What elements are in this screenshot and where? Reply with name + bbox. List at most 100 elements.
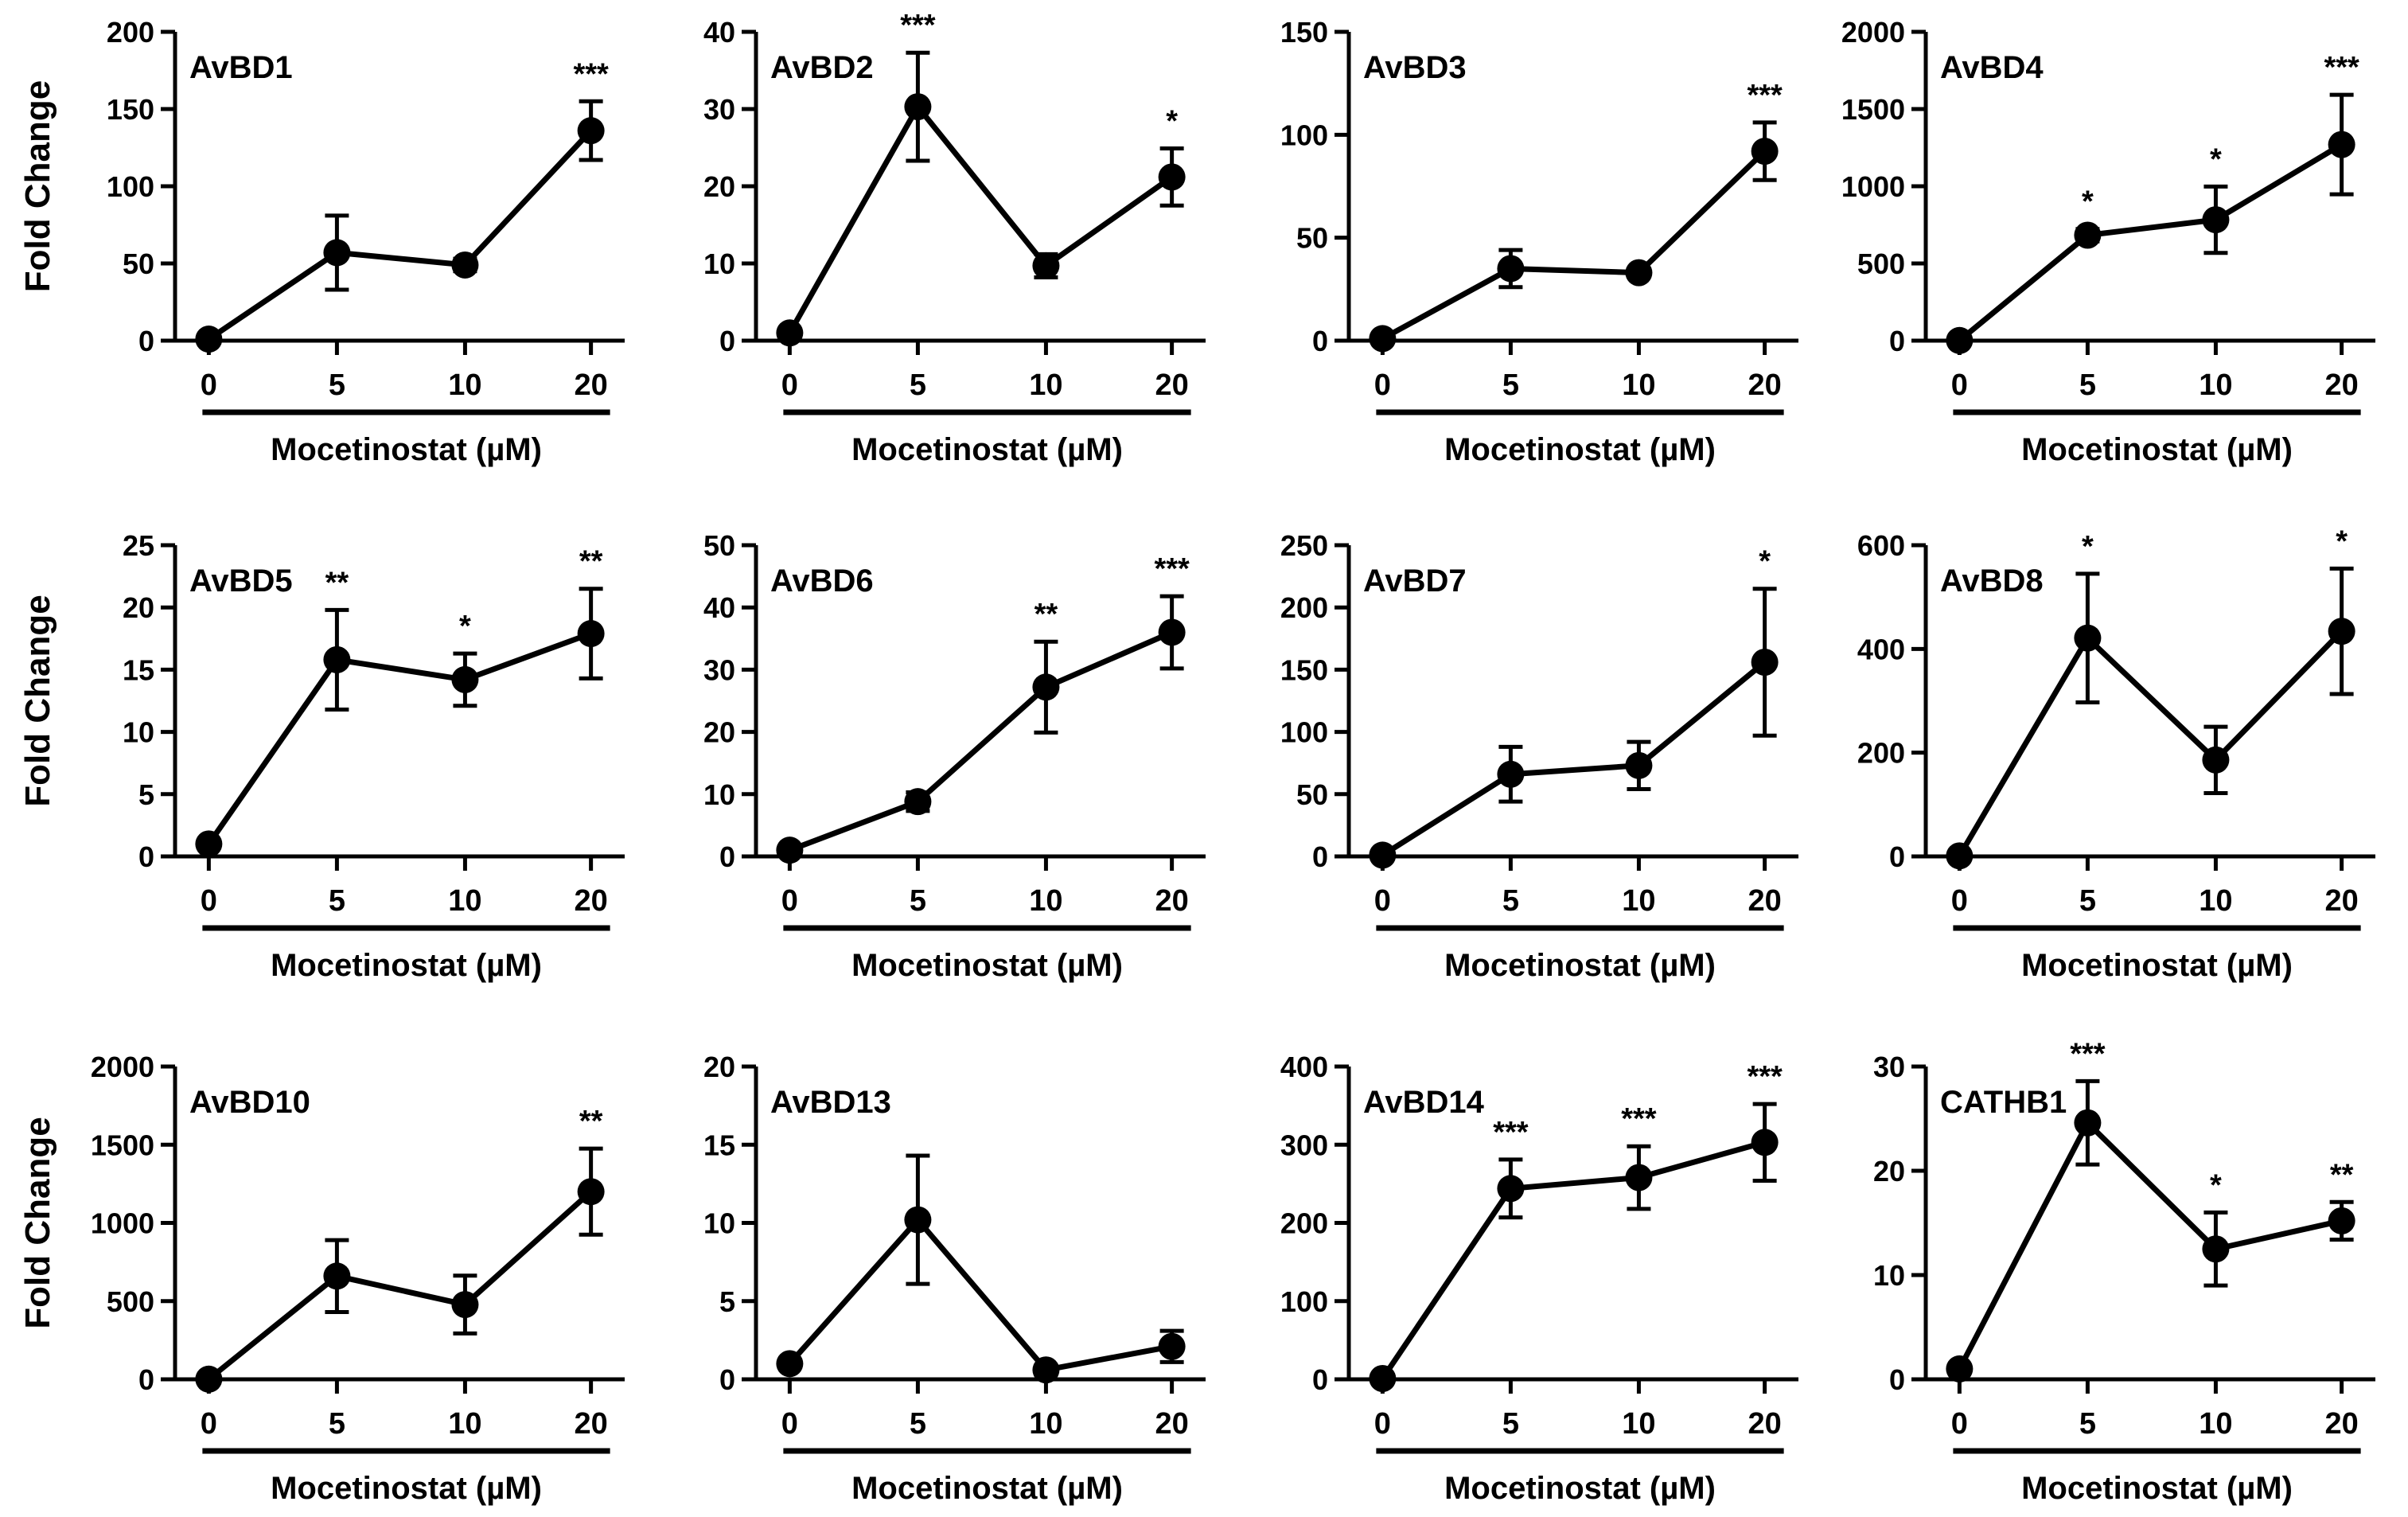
y-tick-label: 1500 xyxy=(1841,93,1905,126)
y-tick-label: 2000 xyxy=(1841,16,1905,49)
y-tick-label: 50 xyxy=(1296,222,1328,255)
series-line xyxy=(1958,142,2344,343)
y-tick-label: 150 xyxy=(107,93,154,126)
y-tick-label: 1000 xyxy=(91,1207,154,1240)
y-tick-label: 0 xyxy=(719,840,735,873)
data-point xyxy=(1946,842,1974,870)
y-tick-label: 20 xyxy=(1873,1155,1905,1187)
x-tick-label: 5 xyxy=(329,1407,345,1441)
y-tick-label: 5 xyxy=(138,778,154,811)
series-line xyxy=(1381,660,1767,858)
significance-label: * xyxy=(2082,530,2094,564)
x-tick-label: 10 xyxy=(2199,884,2232,918)
panel-title: AvBD2 xyxy=(770,50,874,85)
y-tick-label: 50 xyxy=(1296,778,1328,811)
significance-label: *** xyxy=(2070,1037,2106,1070)
data-point xyxy=(1497,255,1525,283)
y-tick-label: 0 xyxy=(138,1363,154,1396)
significance-label: *** xyxy=(1747,79,1783,112)
data-point xyxy=(577,117,605,145)
significance-label: *** xyxy=(1493,1116,1529,1149)
x-tick-label: 10 xyxy=(1029,369,1062,402)
significance-label: ** xyxy=(325,566,349,599)
y-tick-label: 30 xyxy=(703,93,735,126)
significance-label: *** xyxy=(1747,1060,1783,1094)
data-point xyxy=(195,1365,223,1393)
significance-label: * xyxy=(2336,525,2348,558)
data-point xyxy=(1369,325,1397,353)
x-tick-label: 5 xyxy=(2079,369,2096,402)
y-axis-label: Fold Change xyxy=(18,595,57,806)
series-line xyxy=(1380,1139,1766,1380)
data-point xyxy=(451,251,479,279)
y-tick-label: 1000 xyxy=(1841,170,1905,203)
y-axis-label: Fold Change xyxy=(18,80,57,292)
data-point xyxy=(1032,673,1060,701)
data-point xyxy=(2328,131,2355,158)
panel-AvBD5: 0 5 10 15 20 25 0 5 10 20 Mocetinostat (µM) Fold Ch… xyxy=(18,529,625,983)
data-point xyxy=(2328,618,2355,645)
data-point xyxy=(904,1206,932,1234)
data-point xyxy=(1369,1365,1397,1393)
y-tick-label: 5 xyxy=(719,1285,735,1318)
series-line xyxy=(1957,629,2344,858)
panel-title: AvBD13 xyxy=(770,1085,891,1120)
significance-label: * xyxy=(2210,142,2222,176)
x-axis-label: Mocetinostat (µM) xyxy=(1444,432,1716,467)
y-tick-label: 100 xyxy=(107,170,154,203)
panel-title: CATHB1 xyxy=(1940,1085,2067,1120)
data-point xyxy=(2074,1109,2102,1137)
x-tick-label: 10 xyxy=(1622,884,1655,918)
y-tick-label: 500 xyxy=(107,1285,154,1318)
x-tick-label: 0 xyxy=(1951,369,1968,402)
data-point xyxy=(2202,746,2230,774)
data-point xyxy=(1032,252,1060,279)
significance-label: * xyxy=(459,610,471,643)
x-tick-label: 5 xyxy=(329,884,345,918)
data-point xyxy=(1625,259,1653,287)
x-tick-label: 20 xyxy=(1155,1407,1188,1441)
data-point xyxy=(323,1262,351,1290)
x-tick-label: 0 xyxy=(201,884,217,918)
y-tick-label: 40 xyxy=(703,16,735,49)
y-tick-label: 30 xyxy=(703,653,735,686)
series-line xyxy=(1957,1120,2343,1371)
x-tick-label: 5 xyxy=(1502,369,1519,402)
x-tick-label: 20 xyxy=(574,369,607,402)
x-tick-label: 0 xyxy=(201,369,217,402)
panel-AvBD1: 0 50 100 150 200 0 5 10 20 Mocetinostat (µM) Fold … xyxy=(18,16,625,467)
significance-label: ** xyxy=(579,1105,603,1138)
x-tick-label: 10 xyxy=(2199,1407,2232,1441)
x-tick-label: 0 xyxy=(781,369,798,402)
panel-title: AvBD1 xyxy=(189,50,293,85)
y-tick-label: 20 xyxy=(703,716,735,749)
x-axis-label: Mocetinostat (µM) xyxy=(851,948,1123,983)
series-line xyxy=(787,103,1174,335)
y-axis-label: Fold Change xyxy=(18,1117,57,1328)
panel-AvBD3: 0 50 100 150 0 5 10 20 Mocetinostat (µM) AvBD3 *** xyxy=(1280,16,1798,467)
x-tick-label: 10 xyxy=(448,884,481,918)
x-tick-label: 20 xyxy=(2324,884,2358,918)
data-point xyxy=(1158,1332,1186,1360)
x-tick-label: 20 xyxy=(574,884,607,918)
y-tick-label: 400 xyxy=(1857,633,1905,665)
panel-title: AvBD6 xyxy=(770,564,874,599)
data-point xyxy=(2074,221,2102,249)
y-tick-label: 2000 xyxy=(91,1051,154,1083)
x-tick-label: 20 xyxy=(1748,369,1781,402)
significance-label: * xyxy=(2210,1168,2222,1202)
y-tick-label: 100 xyxy=(1280,1285,1328,1318)
data-point xyxy=(2202,1235,2230,1263)
y-tick-label: 100 xyxy=(1280,119,1328,151)
panel-title: AvBD14 xyxy=(1363,1085,1485,1120)
x-axis-label: Mocetinostat (µM) xyxy=(271,1471,542,1506)
panel-title: AvBD4 xyxy=(1940,50,2044,85)
data-point xyxy=(323,645,351,673)
x-tick-label: 20 xyxy=(2324,369,2358,402)
data-point xyxy=(2328,1207,2355,1234)
y-tick-label: 200 xyxy=(1280,1207,1328,1240)
panel-title: AvBD3 xyxy=(1363,50,1467,85)
x-tick-label: 5 xyxy=(910,1407,926,1441)
